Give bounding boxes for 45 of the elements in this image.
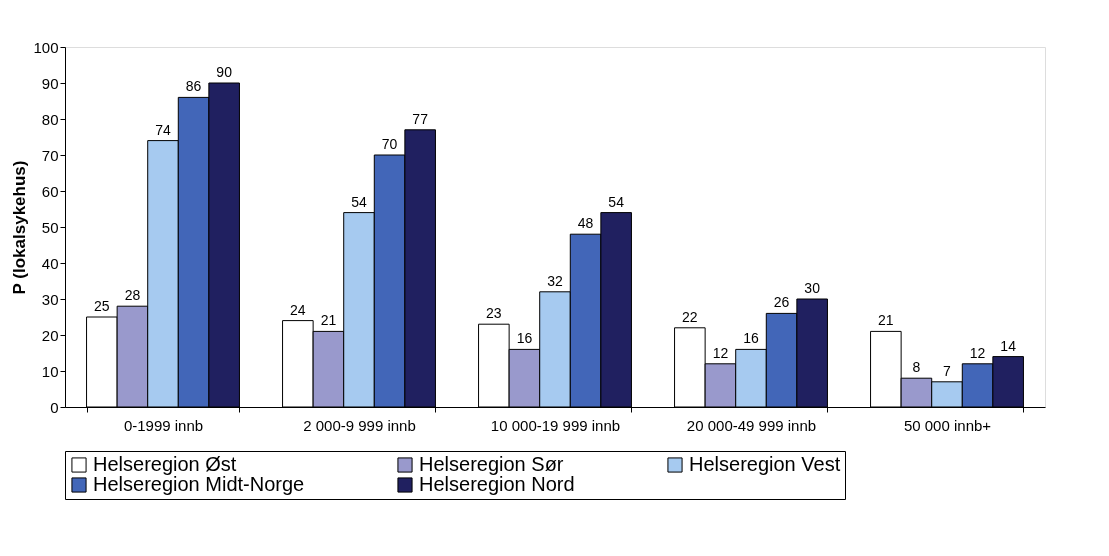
y-tick-label: 30 <box>41 290 59 308</box>
data-label: 28 <box>124 287 141 304</box>
data-label: 25 <box>94 298 110 314</box>
data-label: 12 <box>712 344 729 361</box>
x-tick-label: 20 000-49 999 innb <box>686 416 817 434</box>
y-tick-label: 60 <box>41 182 59 200</box>
y-tick-label: 50 <box>41 218 59 236</box>
data-label: 70 <box>381 136 398 152</box>
legend-label: Helseregion Vest <box>689 453 841 475</box>
data-label: 21 <box>878 312 894 329</box>
data-label: 30 <box>804 280 821 296</box>
y-tick-label: 40 <box>41 254 59 272</box>
data-label: 32 <box>547 272 563 289</box>
data-label: 14 <box>1000 337 1017 354</box>
y-tick-label: 10 <box>41 362 59 380</box>
data-label: 54 <box>608 193 625 210</box>
y-tick-label: 20 <box>41 326 59 344</box>
data-label: 21 <box>320 312 337 329</box>
data-label: 54 <box>351 193 367 210</box>
data-label: 7 <box>943 362 952 379</box>
data-label: 90 <box>216 64 233 80</box>
data-label: 23 <box>486 305 502 322</box>
legend-label: Helseregion Øst <box>93 453 237 475</box>
data-label: 16 <box>743 330 759 347</box>
x-tick-label: 0-1999 innb <box>123 416 204 434</box>
y-tick-label: 90 <box>41 74 59 92</box>
data-label: 77 <box>412 110 429 127</box>
data-label: 8 <box>912 359 921 376</box>
data-label: 48 <box>577 215 594 232</box>
y-tick-label: 100 <box>33 38 59 56</box>
data-label: 26 <box>773 294 790 311</box>
data-label: 16 <box>516 330 533 347</box>
x-tick-label: 2 000-9 999 innb <box>303 416 416 434</box>
y-tick-label: 70 <box>41 146 59 164</box>
data-label: 12 <box>969 344 986 361</box>
data-label: 24 <box>290 301 306 318</box>
y-tick-label: 0 <box>50 398 59 416</box>
x-tick-label: 10 000-19 999 innb <box>490 416 621 434</box>
data-label: 74 <box>155 121 171 138</box>
data-label: 22 <box>682 308 698 325</box>
data-label: 86 <box>185 78 202 95</box>
y-tick-label: 80 <box>41 110 59 128</box>
y-axis-title: P (lokalsykehus) <box>10 160 30 295</box>
x-tick-label: 50 000 innb+ <box>903 416 992 434</box>
legend-label: Helseregion Sør <box>419 453 564 475</box>
